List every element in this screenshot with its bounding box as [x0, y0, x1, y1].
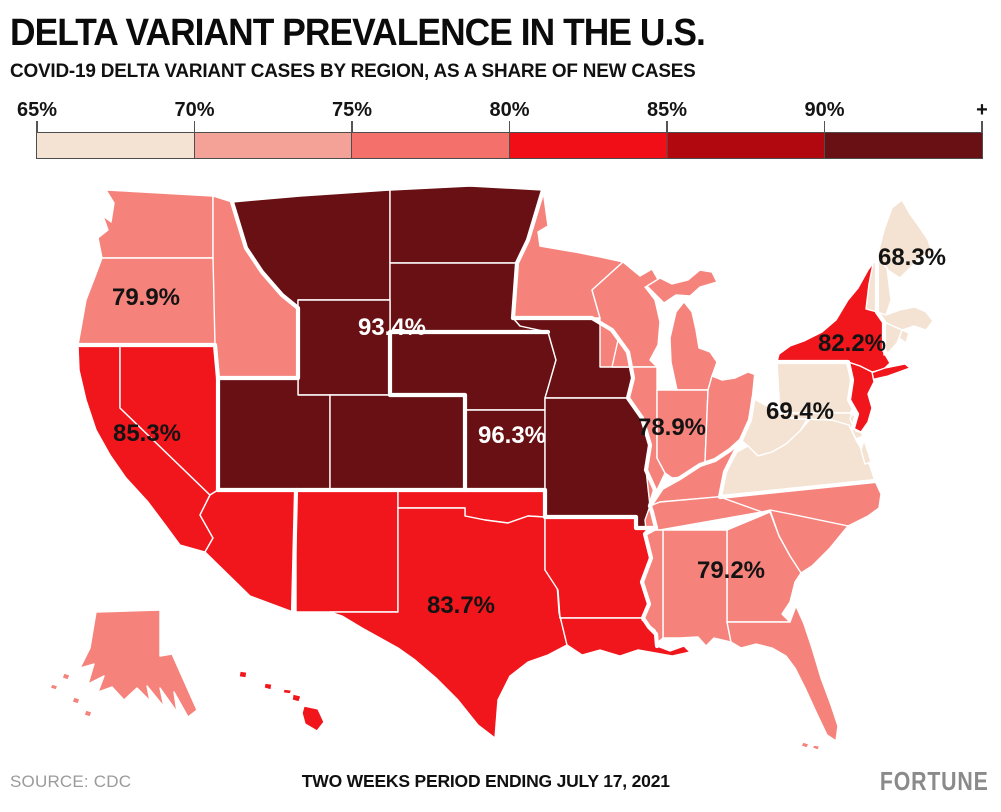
region-value-label-midwest-great-lakes: 78.9%: [638, 414, 706, 441]
region-boundary-line: [647, 437, 744, 509]
legend-tick-label: 85%: [646, 99, 688, 121]
state-shape: [61, 672, 71, 681]
state-shape: [217, 377, 331, 491]
region-value-label-new-york-new-jersey: 82.2%: [818, 330, 886, 357]
map-region-midwest-great-lakes: [512, 189, 757, 507]
legend-tick-mark: [193, 121, 196, 133]
region-boundary-line: [215, 199, 301, 381]
legend-tick-mark: [508, 121, 511, 133]
legend-tick-mark: [981, 121, 983, 133]
legend-color-segment: [510, 133, 668, 158]
legend-color-segment: [825, 133, 983, 158]
map-region-mountain-north-plains: [217, 185, 549, 491]
state-shape: [49, 683, 59, 691]
fortune-logo: FORTUNE: [880, 766, 989, 796]
legend-tick-label: +: [976, 99, 988, 121]
legend-tick-label: 65%: [16, 99, 58, 121]
region-value-label-south-central: 83.7%: [427, 592, 495, 619]
map-region-new-york-new-jersey: [776, 257, 911, 433]
region-value-label-new-england: 68.3%: [878, 244, 946, 271]
state-shape: [811, 744, 821, 751]
region-boundary-line: [639, 525, 660, 649]
region-boundary-line: [290, 487, 299, 615]
legend-tick-mark: [351, 121, 353, 133]
legend-tick-label: 75%: [331, 99, 373, 121]
page-title: DELTA VARIANT PREVALENCE IN THE U.S.: [10, 12, 706, 54]
legend-color-segment: [194, 133, 353, 158]
region-value-label-central-plains: 96.3%: [478, 422, 546, 449]
legend-tick-label: 90%: [804, 99, 845, 121]
state-shape: [719, 480, 882, 527]
state-shape: [591, 261, 661, 368]
state-shape: [329, 507, 568, 739]
region-boundary-line: [874, 255, 894, 365]
state-shape: [389, 185, 544, 264]
state-shape: [726, 605, 839, 742]
map-region-new-england: [865, 199, 934, 356]
region-boundary-line: [387, 329, 551, 493]
state-shape: [263, 682, 273, 691]
state-shape: [800, 741, 810, 749]
region-boundary-line: [774, 359, 860, 431]
state-shape: [544, 516, 657, 619]
region-boundary-line: [75, 342, 221, 381]
state-shape: [282, 688, 293, 695]
state-shape: [669, 301, 718, 391]
period-note: TWO WEEKS PERIOD ENDING JULY 17, 2021: [301, 771, 670, 791]
legend-color-bar: [36, 132, 983, 159]
map-region-southeast: [641, 439, 882, 751]
state-shape: [83, 709, 93, 718]
state-shape: [646, 269, 718, 304]
state-shape: [860, 439, 872, 465]
state-shape: [662, 529, 732, 647]
state-shape: [291, 693, 302, 703]
page-subtitle: COVID-19 DELTA VARIANT CASES BY REGION, …: [10, 60, 696, 82]
region-boundary-line: [738, 372, 759, 443]
state-shape: [71, 696, 81, 705]
legend-tick-mark: [36, 121, 38, 133]
legend-tick-label: 80%: [489, 99, 530, 121]
state-shape: [79, 609, 198, 718]
state-shape: [876, 199, 933, 279]
map-region-pacific-southwest: [77, 344, 325, 732]
state-shape: [97, 189, 214, 259]
state-shape: [329, 394, 466, 491]
region-boundary-line: [510, 187, 546, 321]
region-boundary-line: [647, 503, 659, 531]
state-shape: [301, 705, 325, 732]
legend-tick-mark: [666, 121, 668, 133]
source-note: SOURCE: CDC: [10, 772, 132, 791]
color-scale-legend: 65% 70% 75% 80% 85% 90% +: [0, 0, 1001, 170]
region-value-label-southeast: 79.2%: [697, 557, 765, 584]
region-value-label-mountain-north-plains: 93.4%: [358, 314, 426, 341]
state-shape: [199, 489, 297, 613]
region-boundary-line: [542, 514, 659, 531]
state-shape: [295, 489, 399, 613]
region-value-label-mid-atlantic: 69.4%: [766, 398, 834, 425]
region-value-label-northwest: 79.9%: [112, 284, 180, 311]
legend-color-segment: [352, 133, 511, 158]
region-boundary-line: [510, 315, 658, 509]
region-value-label-pacific-southwest: 85.3%: [113, 420, 181, 447]
map-region-northwest: [49, 189, 299, 718]
legend-tick-label: 70%: [174, 99, 215, 121]
legend-color-segment: [37, 133, 195, 158]
legend-tick-mark: [823, 121, 826, 133]
region-boundary-line: [717, 437, 878, 500]
map-region-south-central: [295, 489, 691, 739]
state-shape: [238, 670, 248, 679]
legend-color-segment: [667, 133, 826, 158]
